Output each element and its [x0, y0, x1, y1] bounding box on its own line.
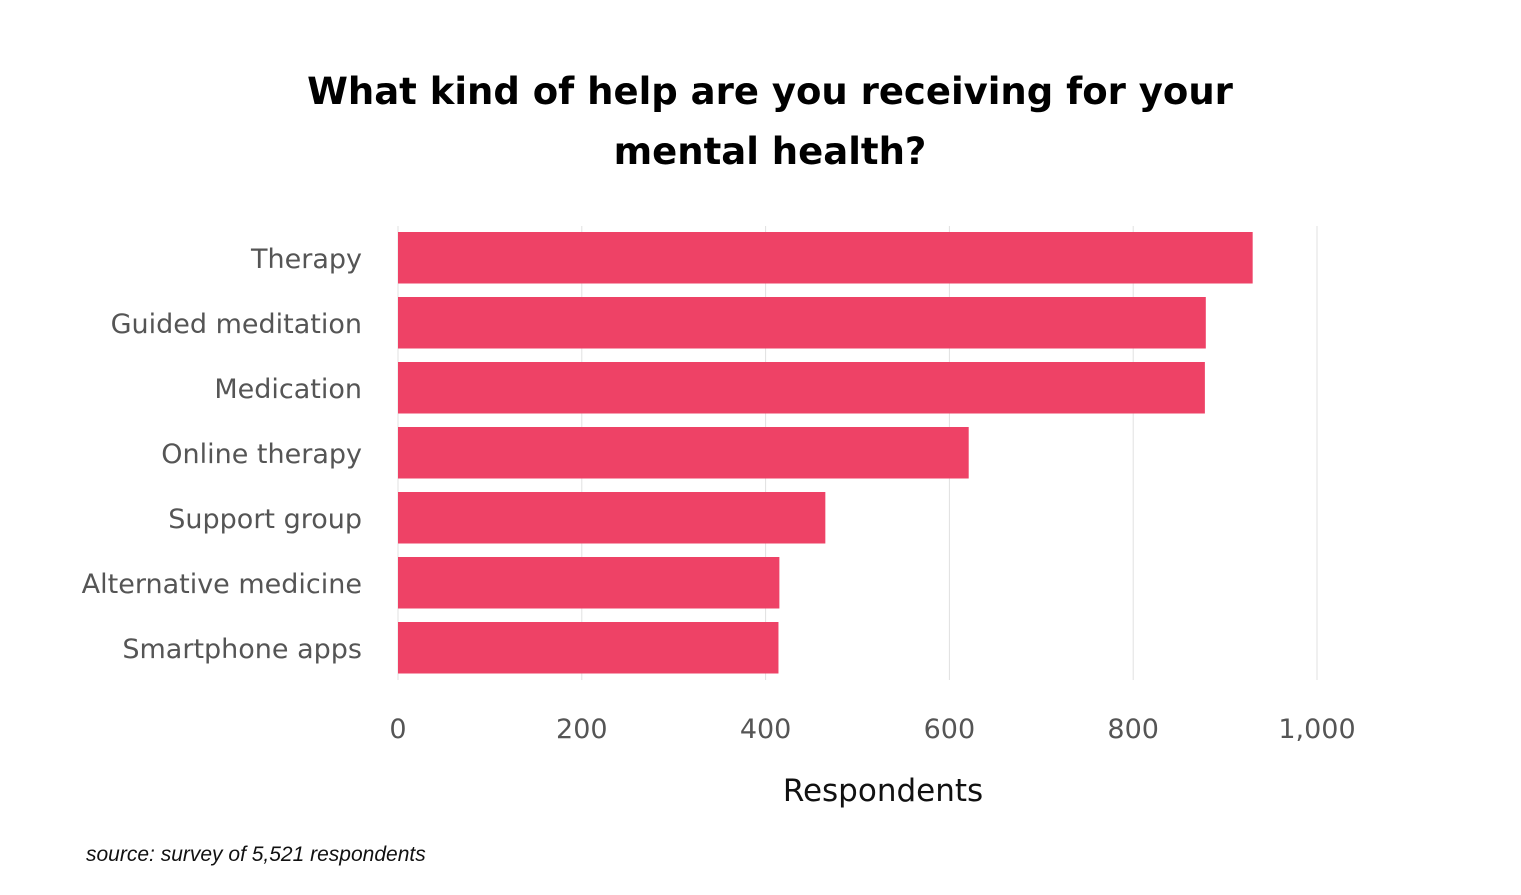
- category-label-online-therapy: Online therapy: [161, 439, 362, 470]
- x-tick-label-0: 0: [389, 714, 406, 745]
- bars: [398, 232, 1253, 674]
- x-tick-label-4: 800: [1107, 714, 1159, 745]
- category-label-medication: Medication: [214, 374, 362, 405]
- category-label-alternative-medicine: Alternative medicine: [82, 569, 362, 600]
- bar-guided-meditation: [398, 297, 1206, 349]
- bar-support-group: [398, 492, 826, 544]
- bar-online-therapy: [398, 427, 969, 479]
- bar-therapy: [398, 232, 1253, 284]
- x-tick-label-2: 400: [740, 714, 792, 745]
- chart-title: What kind of help are you receiving for …: [0, 62, 1521, 182]
- x-tick-label-5: 1,000: [1278, 714, 1355, 745]
- x-tick-labels: 0 200 400 600 800 1,000: [389, 714, 1355, 745]
- chart-title-line-1: What kind of help are you receiving for …: [307, 70, 1233, 113]
- x-tick-label-3: 600: [924, 714, 976, 745]
- category-label-smartphone-apps: Smartphone apps: [122, 634, 362, 665]
- bar-medication: [398, 362, 1205, 414]
- x-axis-title: Respondents: [783, 773, 983, 809]
- x-tick-label-1: 200: [556, 714, 608, 745]
- bar-smartphone-apps: [398, 622, 779, 674]
- source-note: source: survey of 5,521 respondents: [86, 843, 426, 866]
- category-label-guided-meditation: Guided meditation: [111, 309, 362, 340]
- chart-title-line-2: mental health?: [613, 130, 927, 173]
- category-label-therapy: Therapy: [250, 244, 362, 275]
- bar-alternative-medicine: [398, 557, 780, 609]
- category-labels: Therapy Guided meditation Medication Online…: [82, 244, 362, 665]
- category-label-support-group: Support group: [168, 504, 362, 535]
